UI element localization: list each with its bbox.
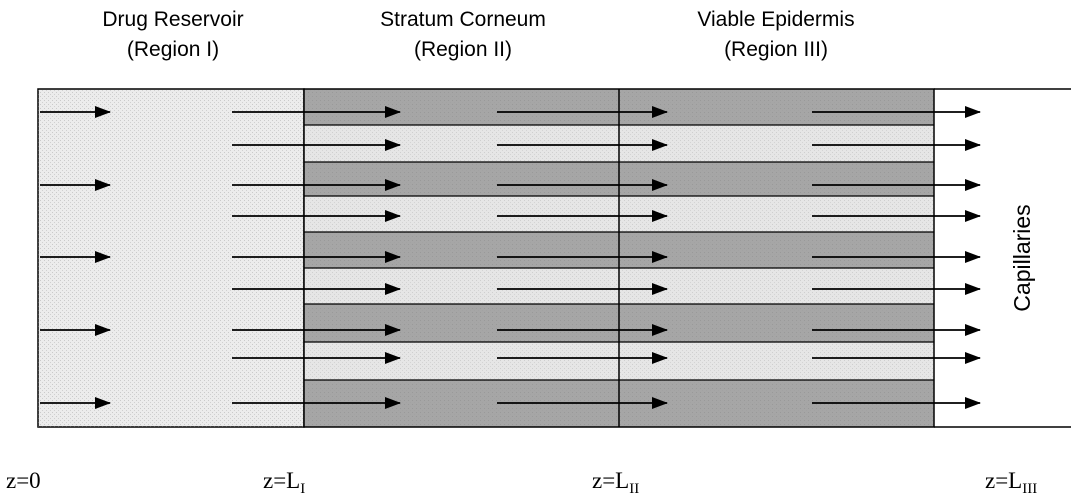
header-epidermis-title: Viable Epidermis	[697, 8, 854, 31]
z-label-LI-sub: I	[300, 481, 305, 497]
header-stratum-subtitle: (Region II)	[414, 38, 512, 61]
reservoir-texture	[38, 89, 304, 427]
z-labels: z=0 z=LI z=LII z=LIII	[6, 468, 1037, 497]
z-label-LI-main: z=L	[263, 468, 300, 493]
z-label-LIII-main: z=L	[985, 468, 1022, 493]
z-label-0-main: z=0	[6, 468, 41, 493]
header-stratum-title: Stratum Corneum	[380, 8, 546, 31]
capillaries-label: Capillaries	[1009, 204, 1035, 311]
z-label-LIII: z=LIII	[985, 468, 1037, 497]
z-label-LII-main: z=L	[592, 468, 629, 493]
z-label-LIII-sub: III	[1022, 481, 1037, 497]
region-reservoir	[37, 88, 305, 428]
z-label-0: z=0	[6, 468, 41, 493]
z-label-LI: z=LI	[263, 468, 305, 497]
z-label-LII: z=LII	[592, 468, 639, 497]
header-epidermis-subtitle: (Region III)	[724, 38, 828, 61]
region-boundaries	[303, 88, 1071, 428]
flux-arrows	[40, 106, 981, 409]
z-label-LII-sub: II	[629, 481, 639, 497]
region-headers: Drug Reservoir (Region I) Stratum Corneu…	[102, 8, 854, 61]
header-reservoir-subtitle: (Region I)	[127, 38, 219, 61]
header-reservoir-title: Drug Reservoir	[102, 8, 243, 31]
